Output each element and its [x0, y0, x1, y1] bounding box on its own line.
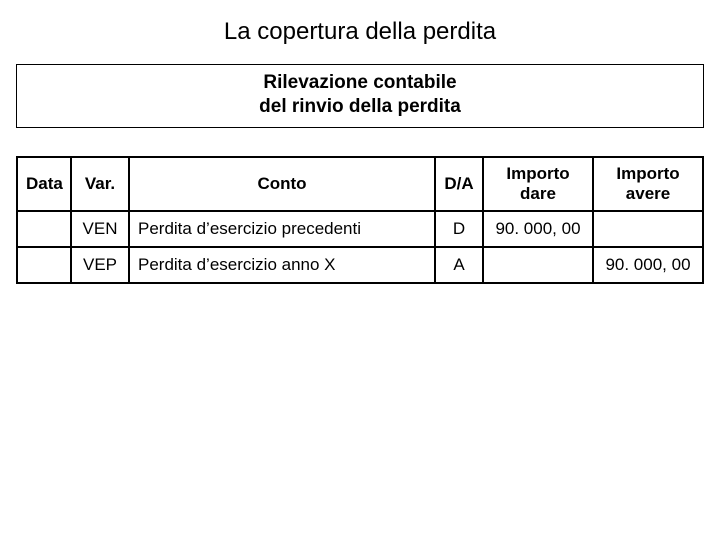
cell-avere — [593, 211, 703, 247]
cell-da: A — [435, 247, 483, 283]
table-row: VEP Perdita d’esercizio anno X A 90. 000… — [17, 247, 703, 283]
cell-conto: Perdita d’esercizio precedenti — [129, 211, 435, 247]
col-header-data: Data — [17, 157, 71, 211]
slide: La copertura della perdita Rilevazione c… — [0, 0, 720, 284]
table-row: VEN Perdita d’esercizio precedenti D 90.… — [17, 211, 703, 247]
subtitle-line-2: del rinvio della perdita — [17, 95, 703, 119]
cell-da: D — [435, 211, 483, 247]
cell-avere: 90. 000, 00 — [593, 247, 703, 283]
col-header-da: D/A — [435, 157, 483, 211]
col-header-var: Var. — [71, 157, 129, 211]
accounting-table: Data Var. Conto D/A Importo dare Importo… — [16, 156, 704, 284]
table-header-row: Data Var. Conto D/A Importo dare Importo… — [17, 157, 703, 211]
cell-data — [17, 211, 71, 247]
subtitle-line-1: Rilevazione contabile — [17, 71, 703, 95]
col-header-conto: Conto — [129, 157, 435, 211]
col-header-dare: Importo dare — [483, 157, 593, 211]
cell-data — [17, 247, 71, 283]
cell-var: VEN — [71, 211, 129, 247]
col-header-avere: Importo avere — [593, 157, 703, 211]
page-title: La copertura della perdita — [16, 18, 704, 46]
cell-dare: 90. 000, 00 — [483, 211, 593, 247]
cell-conto: Perdita d’esercizio anno X — [129, 247, 435, 283]
subtitle-box: Rilevazione contabile del rinvio della p… — [16, 64, 704, 128]
cell-dare — [483, 247, 593, 283]
cell-var: VEP — [71, 247, 129, 283]
